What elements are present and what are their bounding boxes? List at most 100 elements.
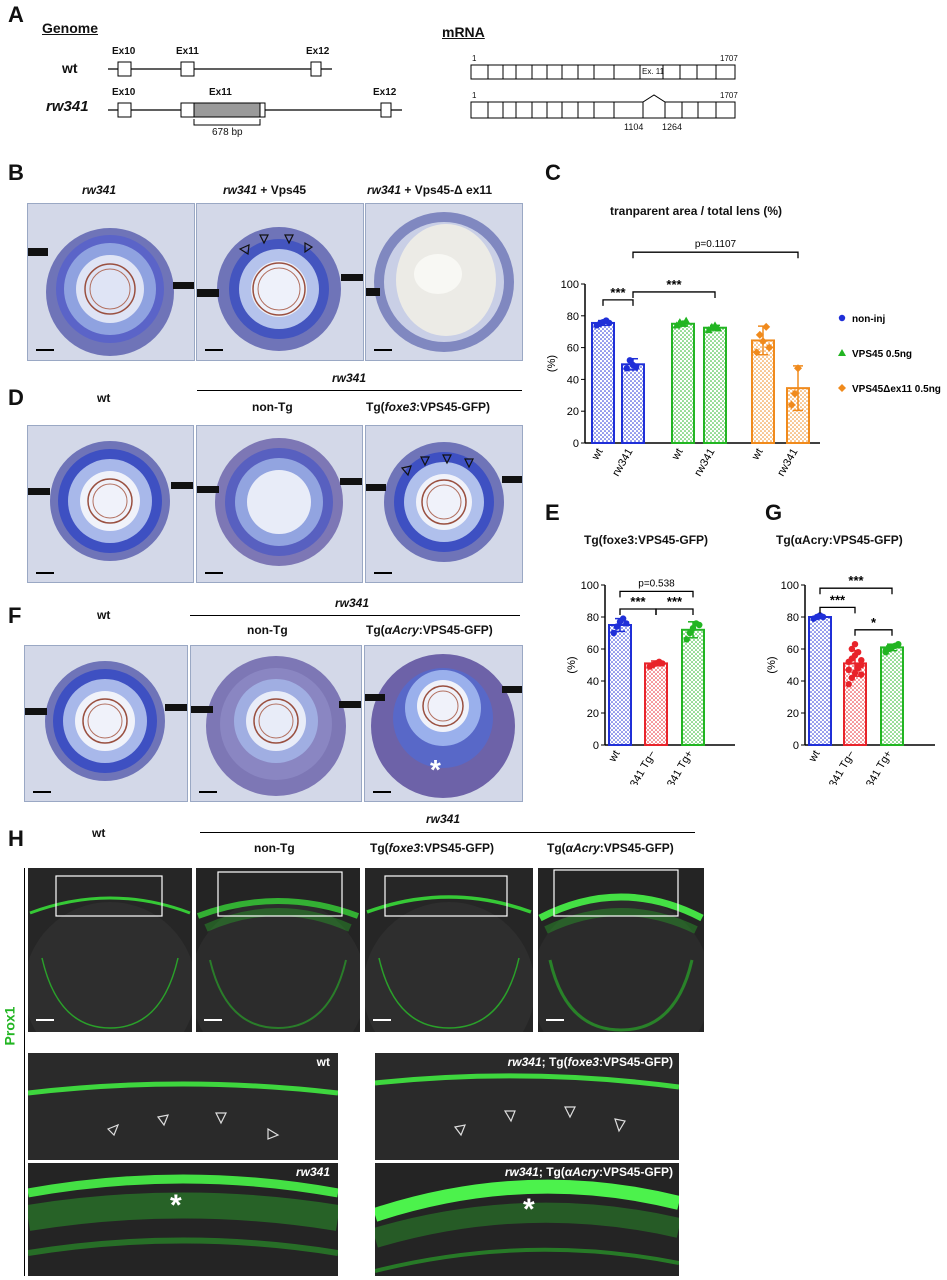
data-point bbox=[851, 669, 859, 677]
asterisk-marker: * bbox=[430, 754, 441, 785]
significance-bracket bbox=[632, 251, 799, 259]
significance-label: *** bbox=[830, 592, 846, 607]
panel-d-col2: non-Tg bbox=[252, 400, 293, 414]
data-point bbox=[682, 316, 691, 324]
mut-exon10-label: Ex10 bbox=[112, 87, 136, 98]
data-point bbox=[659, 660, 666, 667]
histology-f-wt bbox=[24, 645, 188, 802]
data-point bbox=[606, 319, 613, 327]
wt-exon10-label: Ex10 bbox=[112, 46, 136, 57]
panel-label-f: F bbox=[8, 603, 22, 628]
bar bbox=[671, 322, 695, 444]
panel-b-title-1: rw341 bbox=[82, 183, 117, 197]
legend-label: VPS45Δex11 0.5ng bbox=[852, 384, 941, 395]
bar bbox=[644, 662, 668, 746]
panel-label-d: D bbox=[8, 385, 24, 410]
fluorescence-h-tg-acry bbox=[538, 868, 704, 1032]
significance-bracket bbox=[854, 629, 893, 636]
y-tick-label: 20 bbox=[567, 406, 579, 418]
zoom-tg-foxe3: rw341; Tg(foxe3:VPS45-GFP) bbox=[375, 1053, 679, 1160]
x-tick-label: rw341 Tg+ bbox=[659, 749, 695, 786]
x-tick-label: rw341 Tg− bbox=[622, 749, 658, 786]
significance-label: *** bbox=[610, 285, 626, 300]
data-point bbox=[895, 641, 902, 648]
significance-bracket bbox=[819, 606, 856, 614]
x-tick-label: wt bbox=[749, 447, 765, 463]
panel-d-col3: Tg(foxe3:VPS45-GFP) bbox=[366, 400, 491, 414]
legend-label: non-inj bbox=[852, 314, 886, 325]
mrna-exon11-label: Ex. 11 bbox=[642, 67, 665, 76]
chart-g-title: Tg(αAcry:VPS45-GFP) bbox=[776, 533, 903, 547]
panel-d-wt: wt bbox=[97, 391, 111, 405]
data-point bbox=[689, 625, 697, 632]
bar bbox=[751, 339, 775, 444]
fluorescence-h-tg-foxe3 bbox=[365, 868, 533, 1032]
insert-size-label: 678 bp bbox=[212, 127, 243, 138]
histology-d-tg-foxe3 bbox=[365, 425, 523, 583]
y-tick-label: 20 bbox=[787, 708, 799, 720]
x-tick-label: wt bbox=[589, 447, 605, 463]
data-point bbox=[755, 330, 764, 339]
data-point bbox=[759, 337, 767, 346]
y-tick-label: 80 bbox=[587, 612, 599, 624]
significance-label: *** bbox=[630, 594, 646, 609]
gene-structure-diagram bbox=[108, 61, 736, 126]
significance-bracket bbox=[602, 299, 634, 306]
x-tick-label: rw341 bbox=[775, 447, 800, 479]
data-point bbox=[752, 348, 761, 357]
panel-label-g: G bbox=[765, 500, 783, 525]
y-tick-label: 60 bbox=[587, 644, 599, 656]
significance-label: * bbox=[871, 615, 877, 630]
legend-marker bbox=[838, 384, 846, 392]
y-tick-label: 100 bbox=[781, 580, 799, 592]
zoom-foxe3-label: rw341; Tg(foxe3:VPS45-GFP) bbox=[507, 1055, 673, 1069]
histology-f-non-tg bbox=[190, 645, 362, 802]
data-point bbox=[632, 363, 640, 370]
data-point bbox=[854, 649, 862, 656]
panel-f-col2: non-Tg bbox=[247, 623, 288, 637]
y-tick-label: 20 bbox=[587, 708, 599, 720]
significance-bracket bbox=[655, 608, 694, 615]
y-tick-label: 0 bbox=[573, 438, 579, 450]
data-point bbox=[848, 674, 856, 681]
chart-e: 0 20 40 60 80 100 (%) wt rw341 Tg− rw341 Tg+ *** **… bbox=[566, 578, 735, 786]
panel-f-wt: wt bbox=[97, 608, 111, 622]
significance-label: *** bbox=[848, 573, 864, 588]
y-tick-label: 0 bbox=[793, 740, 799, 752]
data-point bbox=[858, 671, 865, 678]
mut-exon11-label: Ex11 bbox=[209, 87, 232, 98]
significance-bracket bbox=[619, 590, 694, 598]
x-tick-label: rw341 Tg− bbox=[821, 749, 857, 786]
x-tick-label: rw341 Tg+ bbox=[858, 749, 894, 786]
chart-c: 0 20 40 60 80 100 (%) wt rw341 wt rw341 wt rw341 *** *… bbox=[546, 239, 941, 479]
legend-label: VPS45 0.5ng bbox=[852, 349, 912, 360]
x-tick-label: rw341 bbox=[692, 447, 717, 479]
data-point bbox=[885, 644, 893, 651]
genome-wt-label: wt bbox=[62, 60, 78, 76]
bar bbox=[608, 624, 632, 746]
panel-d-group-line bbox=[197, 390, 522, 391]
data-point bbox=[762, 322, 771, 331]
y-tick-label: 60 bbox=[787, 644, 799, 656]
significance-label: p=0.1107 bbox=[695, 239, 737, 250]
significance-bracket bbox=[632, 291, 716, 298]
bar bbox=[681, 628, 705, 746]
genome-mutant-label: rw341 bbox=[46, 98, 89, 115]
data-point bbox=[845, 666, 852, 673]
histology-b-rescue-vps45 bbox=[196, 203, 364, 361]
y-tick-label: 40 bbox=[787, 676, 799, 688]
histology-d-wt bbox=[27, 425, 194, 583]
y-axis-label: (%) bbox=[766, 656, 778, 673]
histology-b-rw341 bbox=[27, 203, 195, 361]
panel-label-e: E bbox=[545, 500, 560, 525]
zoom-tg-acry: rw341; Tg(αAcry:VPS45-GFP) * bbox=[375, 1163, 679, 1276]
data-point bbox=[790, 389, 799, 398]
panel-h-wt: wt bbox=[92, 826, 106, 840]
panel-h-side-bar bbox=[24, 868, 25, 1276]
panel-label-a: A bbox=[8, 2, 24, 27]
mrna-title: mRNA bbox=[442, 24, 485, 40]
data-point bbox=[683, 636, 690, 643]
panel-h-col3: Tg(foxe3:VPS45-GFP) bbox=[370, 841, 495, 855]
x-tick-label: wt bbox=[669, 447, 685, 463]
data-point bbox=[858, 657, 865, 664]
